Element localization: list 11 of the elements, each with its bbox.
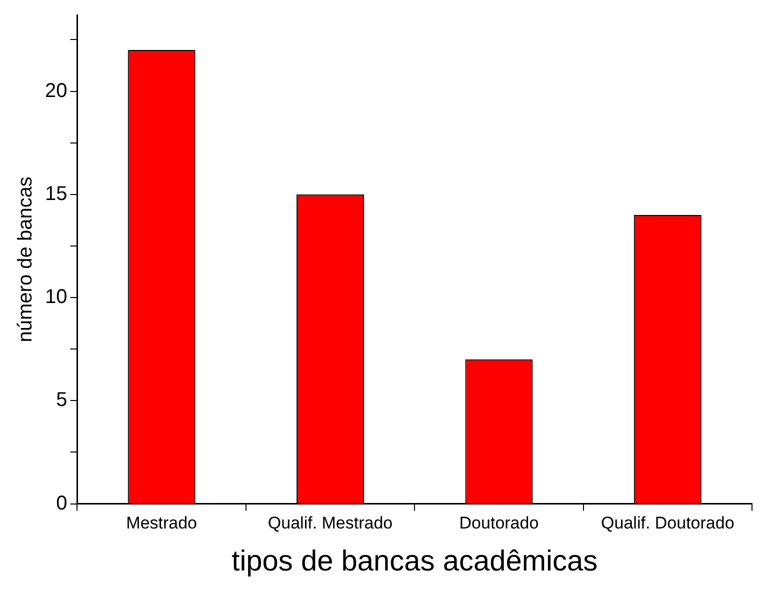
- x-axis-title: tipos de bancas acadêmicas: [232, 546, 598, 578]
- y-tick-label: 10: [44, 286, 68, 308]
- x-tick-label: Mestrado: [126, 514, 198, 533]
- y-tick-label: 5: [56, 389, 68, 412]
- y-axis-title: número de bancas: [14, 176, 37, 342]
- y-tick-label: 0: [56, 492, 68, 514]
- x-tick-label: Qualif. Doutorado: [601, 514, 734, 533]
- x-tick-label: Doutorado: [459, 514, 539, 533]
- x-tick-label: Qualif. Mestrado: [268, 514, 393, 533]
- y-tick-label: 15: [44, 182, 68, 205]
- y-tick-label: 20: [44, 80, 68, 102]
